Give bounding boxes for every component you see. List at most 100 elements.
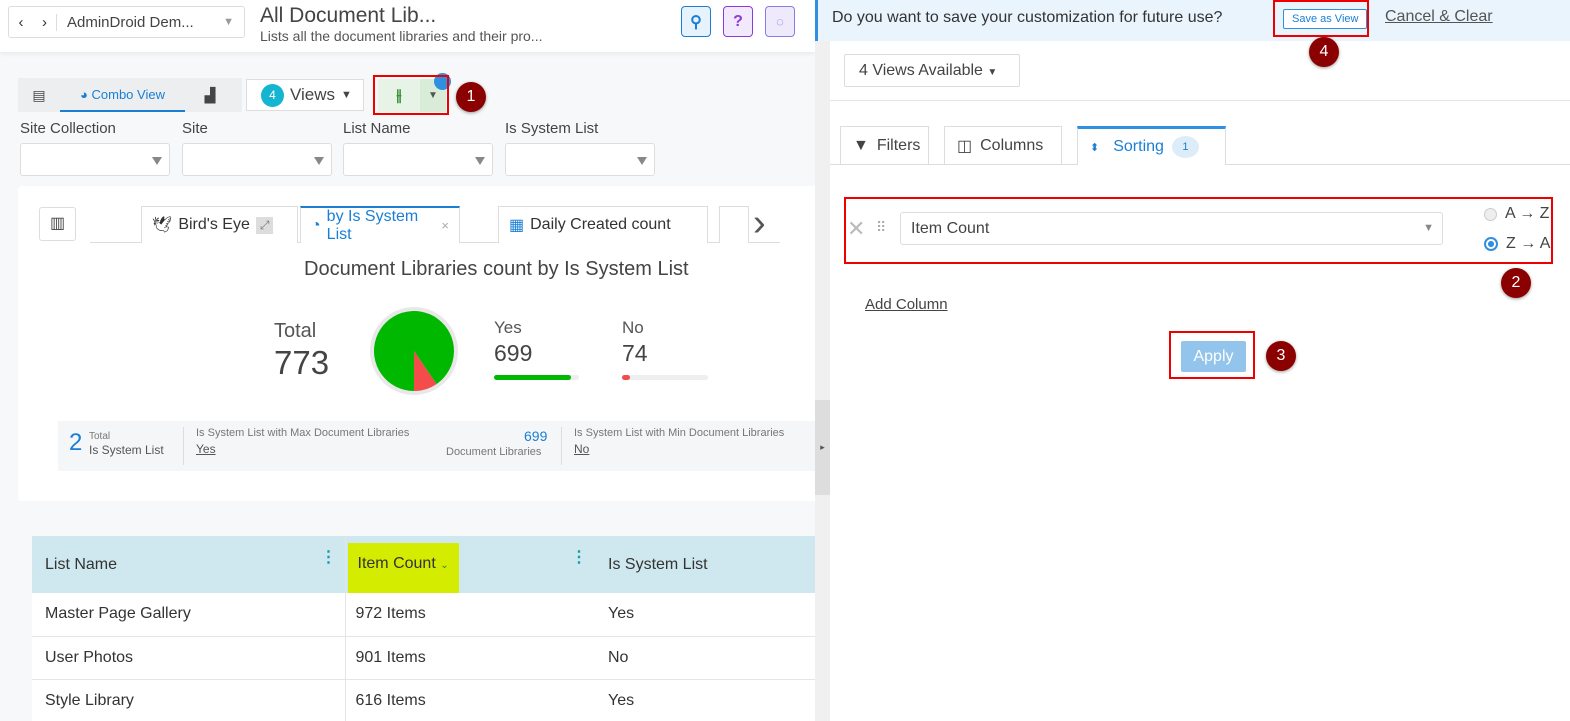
chevron-right-icon[interactable]: › <box>753 202 766 244</box>
filter-label: Site Collection <box>20 120 116 137</box>
column-header-item-count[interactable]: Item Count ⌄ ⋮ <box>345 536 595 593</box>
sort-icon: ⬍ <box>1090 141 1100 154</box>
caret-down-icon: ▼ <box>987 67 998 78</box>
sort-asc-radio[interactable]: A → Z <box>1484 205 1549 223</box>
sort-column-value: Item Count <box>911 220 990 237</box>
list-name-select[interactable] <box>343 143 493 176</box>
pie-chart <box>370 307 458 395</box>
column-header-list-name[interactable]: List Name ⋮ <box>32 536 346 593</box>
tab-label: Filters <box>876 136 921 154</box>
annotation-2: 2 <box>1501 268 1531 298</box>
chart-view-icon[interactable]: ▟ <box>204 86 216 103</box>
filter-label: List Name <box>343 120 411 137</box>
chart-type-button[interactable]: ▥ <box>39 207 76 241</box>
combo-view-tab[interactable]: ◕ Combo View <box>60 78 185 112</box>
search-icon[interactable]: ⚲ <box>681 6 711 37</box>
table-cell: Master Page Gallery <box>32 593 346 637</box>
total-value: 773 <box>274 344 330 381</box>
page-title: All Document Lib... <box>260 4 437 27</box>
filter-count-badge: 1 <box>434 73 451 90</box>
annotation-box-4 <box>1273 0 1369 37</box>
table-row[interactable]: User Photos 901 Items No <box>32 636 815 680</box>
is-system-list-select[interactable] <box>505 143 655 176</box>
sorted-header-highlight: Item Count ⌄ <box>347 542 459 593</box>
sort-desc-radio[interactable]: Z → A <box>1484 235 1550 253</box>
views-dropdown[interactable]: 4 Views ▼ <box>246 79 364 111</box>
column-header-is-system-list[interactable]: Is System List <box>595 536 815 593</box>
radio-unchecked <box>1484 207 1497 221</box>
table-cell: Yes <box>595 593 815 637</box>
views-available-dropdown[interactable]: 4 Views Available ▼ <box>844 54 1020 87</box>
table-row[interactable]: Master Page Gallery 972 Items Yes <box>32 593 815 637</box>
min-value-link[interactable]: No <box>574 442 590 456</box>
drag-handle-icon[interactable]: ⠿ <box>876 219 886 235</box>
column-menu-icon[interactable]: ⋮ <box>320 549 337 566</box>
chart-title: Document Libraries count by Is System Li… <box>304 258 689 280</box>
collapse-panel-handle[interactable]: ▸ <box>815 400 830 495</box>
max-count: 699 <box>524 428 548 444</box>
max-value-link[interactable]: Yes <box>196 442 216 456</box>
sort-column-select[interactable]: Item Count ▼ <box>900 212 1443 245</box>
total-label: Total <box>274 320 317 342</box>
expand-icon[interactable]: ⤢ <box>255 216 274 234</box>
tab-label: Columns <box>980 136 1044 154</box>
caret-down-icon[interactable]: ▼ <box>428 90 438 101</box>
remove-sort-icon[interactable]: ✕ <box>847 216 866 241</box>
pie-slice-yes[interactable] <box>374 311 454 391</box>
radio-checked <box>1484 237 1498 251</box>
page-header: ‹ › AdminDroid Dem... ▼ All Document Lib… <box>0 0 815 52</box>
tab-by-is-system-list[interactable]: ◔ by Is System List × <box>300 206 460 243</box>
no-progress-fill <box>622 375 631 380</box>
caret-down-icon: ▼ <box>341 89 352 101</box>
site-select[interactable] <box>182 143 332 176</box>
help-icon[interactable]: ? <box>723 6 753 37</box>
tab-birds-eye[interactable]: 🕊 Bird's Eye ⤢ <box>141 206 298 243</box>
yes-progress-fill <box>494 375 571 380</box>
chevron-down-icon: ▼ <box>223 16 234 28</box>
views-count-badge: 4 <box>261 83 284 107</box>
annotation-4: 4 <box>1309 37 1339 67</box>
summary-strip: 2 Total Is System List Is System List wi… <box>58 421 815 471</box>
back-button[interactable]: ‹ <box>18 13 24 31</box>
heatmap-icon: ▦ <box>509 217 525 234</box>
max-label: Is System List with Max Document Librari… <box>196 427 410 439</box>
tenant-selector[interactable]: ‹ › AdminDroid Dem... ▼ <box>8 6 245 38</box>
banner-text: Do you want to save your customization f… <box>832 9 1223 26</box>
sorting-count-badge: 1 <box>1171 136 1199 158</box>
tab-label: Bird's Eye <box>178 216 250 233</box>
tab-sorting[interactable]: ⬍ Sorting 1 <box>1077 126 1226 165</box>
no-progress-track[interactable] <box>622 375 708 380</box>
column-menu-icon[interactable]: ⋮ <box>571 549 587 566</box>
save-as-view-button[interactable]: Save as View <box>1283 9 1368 29</box>
site-collection-select[interactable] <box>20 143 170 176</box>
tab-daily-created-count[interactable]: ▦ Daily Created count <box>498 206 708 243</box>
bird-icon: 🕊 <box>152 217 173 234</box>
tab-columns[interactable]: ◫ Columns <box>944 126 1062 164</box>
tab-filters[interactable]: ▼ Filters <box>840 126 929 164</box>
table-cell: User Photos <box>32 636 346 680</box>
table-cell: 616 Items <box>345 679 595 721</box>
close-icon[interactable]: × <box>441 218 449 233</box>
table-cell: 901 Items <box>345 636 595 680</box>
apply-button[interactable]: Apply <box>1181 341 1246 372</box>
cancel-clear-link[interactable]: Cancel & Clear <box>1385 8 1493 25</box>
summary-total-label: Total <box>89 431 111 442</box>
tab-label: Daily Created count <box>530 216 671 233</box>
filter-label: Site <box>182 120 208 137</box>
tab-more[interactable] <box>719 206 749 243</box>
sort-desc-icon: ⌄ <box>440 559 449 571</box>
min-label: Is System List with Min Document Librari… <box>574 427 785 439</box>
caret-down-icon: ▼ <box>1423 222 1434 234</box>
yes-progress-track[interactable] <box>494 375 579 380</box>
annotation-box-3 <box>1169 331 1255 379</box>
max-unit: Document Libraries <box>446 446 542 458</box>
forward-button[interactable]: › <box>33 13 57 31</box>
document-icon[interactable]: ▤ <box>32 86 46 103</box>
add-column-link[interactable]: Add Column <box>865 296 948 313</box>
table-row[interactable]: Style Library 616 Items Yes <box>32 679 815 721</box>
annotation-1: 1 <box>456 82 486 112</box>
check-circle-icon[interactable]: ◌ <box>765 6 795 37</box>
pie-slice-no[interactable] <box>414 351 437 391</box>
views-label: Views <box>290 85 336 104</box>
table-cell: Style Library <box>32 679 346 721</box>
